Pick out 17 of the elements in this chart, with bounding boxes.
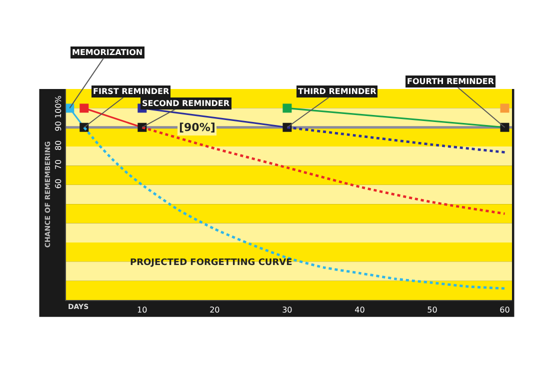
- annotation: SECOND REMINDER: [142, 99, 230, 108]
- y-tick-label: 100%: [54, 95, 63, 118]
- y-tick-label: 60: [54, 178, 63, 189]
- annotation: FIRST REMINDER: [93, 87, 170, 96]
- x-tick-label: 50: [427, 306, 438, 315]
- ref-line-label: [90%]: [179, 121, 216, 134]
- y-tick-label: 80: [54, 140, 63, 150]
- x-tick-label: 10: [137, 306, 148, 315]
- y-tick-label: 70: [54, 159, 63, 170]
- x-tick-label: 30: [282, 306, 292, 315]
- y-tick-label: 90: [54, 121, 63, 132]
- annotation: MEMORIZATION: [72, 48, 143, 57]
- annotation: FOURTH REMINDER: [407, 77, 494, 86]
- annotation: THIRD REMINDER: [298, 87, 376, 96]
- x-tick-label: 60: [500, 306, 510, 315]
- x-tick-label: 20: [210, 306, 220, 315]
- x-tick-label: 40: [354, 306, 365, 315]
